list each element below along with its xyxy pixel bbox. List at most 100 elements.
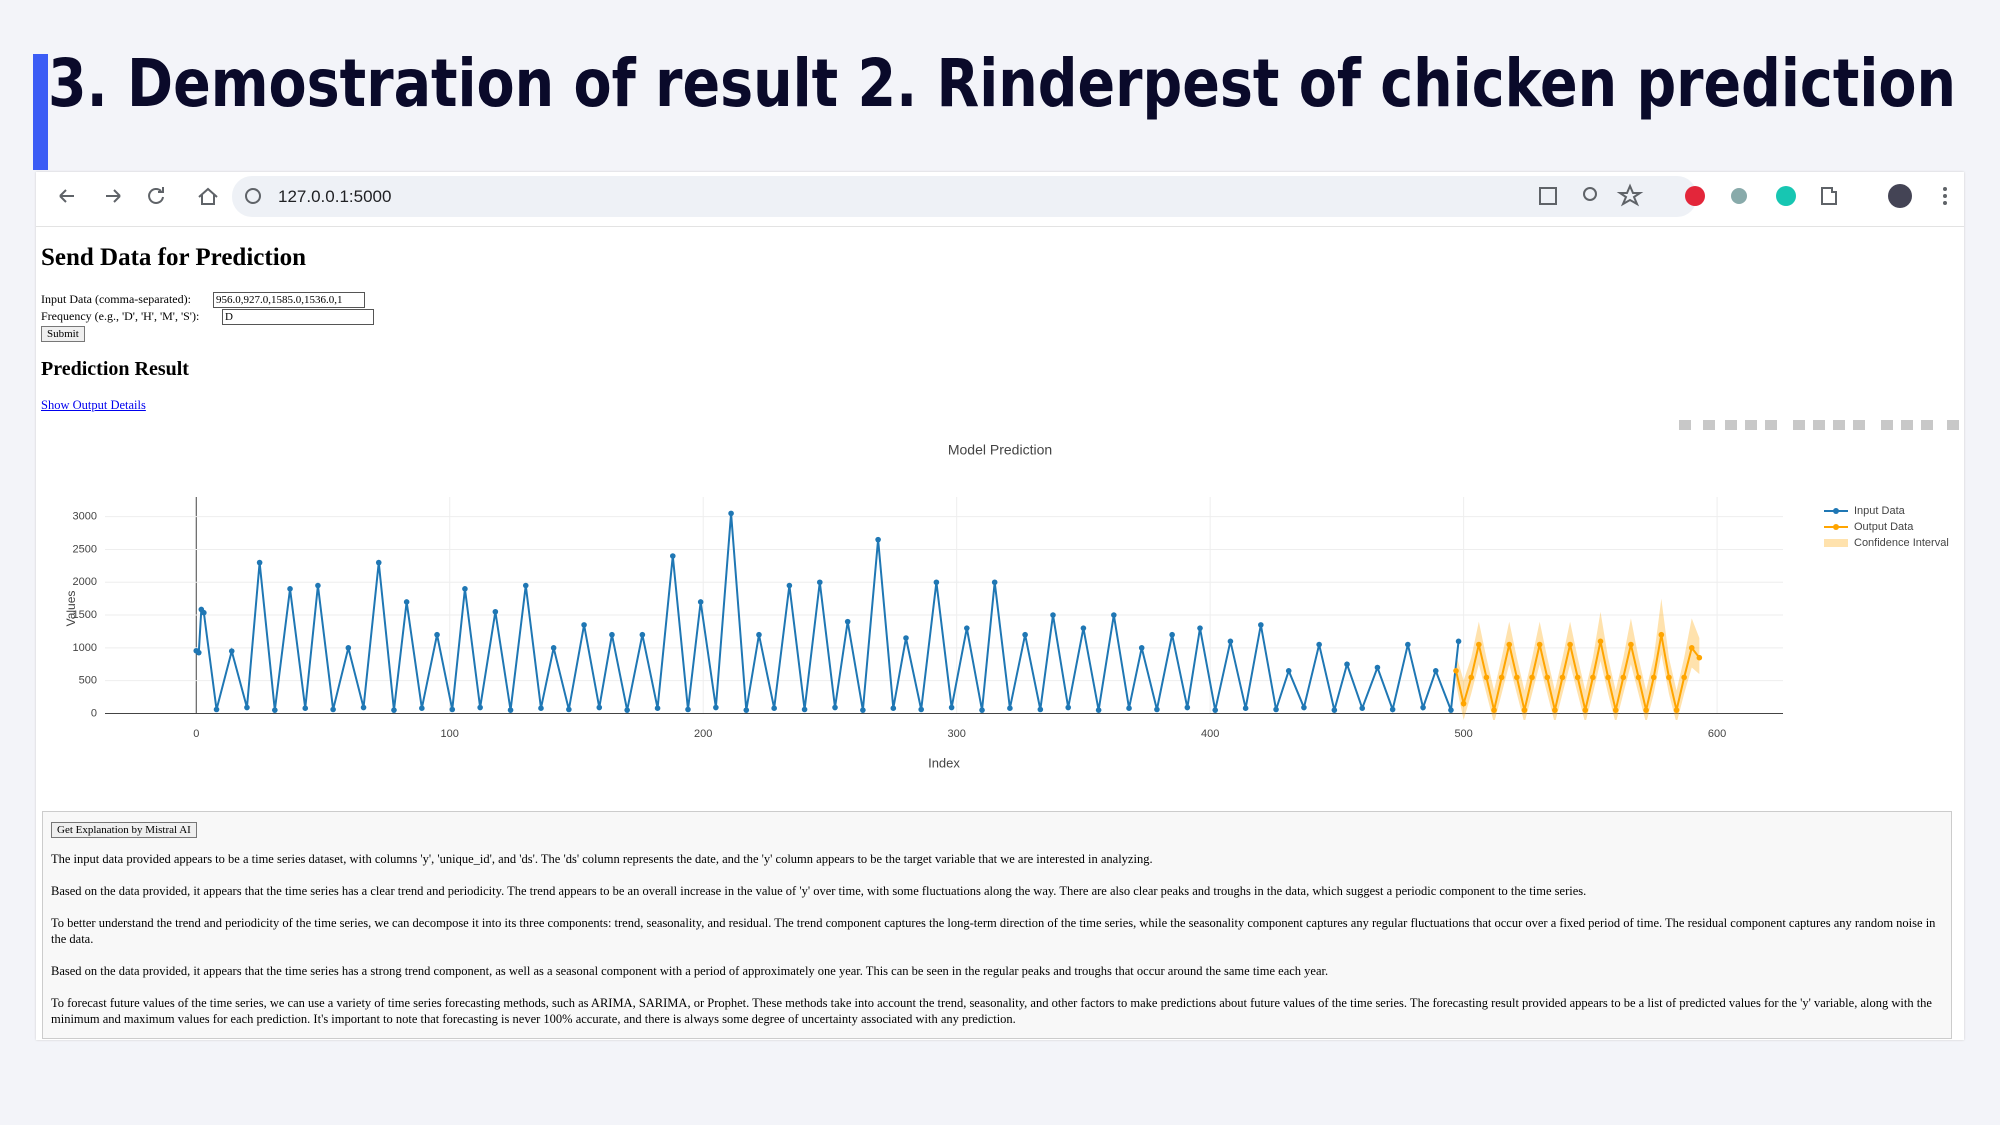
- data-point: [890, 705, 897, 711]
- data-point: [1184, 704, 1191, 711]
- data-point: [1635, 674, 1642, 681]
- abp-icon[interactable]: [1685, 186, 1705, 206]
- legend-label: Input Data: [1854, 505, 1906, 517]
- back-icon[interactable]: [59, 189, 74, 203]
- data-point: [492, 608, 499, 615]
- data-point: [302, 705, 309, 711]
- data-point: [1316, 641, 1322, 648]
- data-point: [844, 618, 851, 625]
- ext-icon[interactable]: [1776, 186, 1796, 206]
- data-point: [1080, 625, 1087, 631]
- data-point: [1374, 664, 1381, 671]
- data-point: [1696, 654, 1703, 661]
- data-point: [816, 579, 823, 586]
- paragraph: Based on the data provided, it appears t…: [51, 884, 1587, 898]
- paragraph: To better understand the trend and perio…: [51, 916, 1936, 946]
- data-point: [1050, 612, 1056, 618]
- y-tick-label: 2000: [73, 576, 97, 588]
- explain-button[interactable]: Get Explanation by Mistral AI: [51, 822, 197, 838]
- data-point: [1612, 707, 1619, 713]
- data-point: [507, 707, 514, 713]
- data-point: [964, 625, 970, 631]
- data-point: [596, 704, 603, 711]
- data-point: [1285, 668, 1292, 674]
- data-point: [1688, 645, 1695, 651]
- x-tick-label: 500: [1454, 728, 1472, 740]
- chart-title: Model Prediction: [948, 442, 1052, 458]
- data-point: [801, 706, 808, 713]
- modebar: [1679, 420, 1959, 430]
- data-point: [1448, 707, 1454, 713]
- site-info-icon[interactable]: [245, 188, 261, 204]
- data-point: [1389, 706, 1396, 713]
- data-point: [624, 707, 630, 713]
- explanation-box: Get Explanation by Mistral AI The input …: [42, 811, 1952, 1039]
- data-point: [743, 707, 750, 713]
- freq-field[interactable]: D: [222, 309, 374, 325]
- data-point: [756, 631, 762, 638]
- url[interactable]: 127.0.0.1:5000: [278, 187, 392, 206]
- profile-icon[interactable]: [1888, 184, 1912, 208]
- data-point: [477, 704, 483, 711]
- data-point: [375, 559, 382, 566]
- data-point: [566, 706, 572, 713]
- data-point: [1582, 707, 1589, 713]
- accent-bar: [33, 54, 48, 170]
- data-point: [713, 704, 719, 711]
- forward-icon[interactable]: [106, 189, 121, 203]
- data-point: [1227, 638, 1234, 645]
- data-point: [669, 553, 676, 559]
- data-point: [213, 706, 220, 713]
- address-bar[interactable]: [232, 176, 1697, 217]
- home-icon[interactable]: [198, 187, 218, 205]
- bookmark-icon[interactable]: [1616, 183, 1644, 207]
- data-point: [728, 510, 734, 517]
- paragraph: To forecast future values of the time se…: [51, 996, 1932, 1026]
- data-point: [434, 631, 440, 638]
- data-point: [639, 631, 646, 638]
- input-field[interactable]: 956.0,927.0,1585.0,1536.0,1: [213, 292, 365, 308]
- data-point: [654, 705, 661, 711]
- y-tick-label: 500: [79, 675, 97, 687]
- data-point: [330, 706, 336, 713]
- data-point: [697, 599, 704, 605]
- data-point: [315, 582, 321, 589]
- x-axis-title: Index: [928, 755, 960, 770]
- chart: Model Prediction 0 100 200 300 400 500 600 0 500 1…: [64, 420, 1959, 770]
- translate-icon[interactable]: [1539, 187, 1557, 205]
- data-point: [1681, 674, 1687, 681]
- extensions-icon[interactable]: [1821, 187, 1837, 205]
- toolbar-icons: [59, 176, 1947, 217]
- data-point: [933, 579, 940, 586]
- data-point: [1544, 674, 1551, 681]
- data-point: [550, 645, 557, 651]
- data-point: [1650, 674, 1657, 681]
- data-point: [1559, 674, 1566, 681]
- data-point: [1468, 674, 1475, 681]
- y-tick-label: 0: [91, 707, 97, 719]
- data-point: [228, 648, 235, 654]
- output-link[interactable]: Show Output Details: [41, 398, 146, 412]
- y-tick-label: 3000: [73, 511, 97, 523]
- data-point: [1567, 641, 1573, 648]
- submit-button[interactable]: Submit: [41, 326, 85, 342]
- zoom-icon[interactable]: [1583, 187, 1597, 201]
- y-axis-title: Values: [64, 591, 78, 627]
- data-point: [1455, 638, 1462, 645]
- data-point: [948, 704, 955, 711]
- reload-icon[interactable]: [148, 187, 164, 204]
- data-point: [1453, 668, 1459, 674]
- data-point: [1258, 622, 1264, 628]
- ext-icon[interactable]: [1731, 188, 1747, 204]
- plot-area: [193, 510, 1703, 720]
- data-point: [272, 707, 278, 713]
- data-point: [979, 707, 985, 713]
- data-point: [1432, 668, 1439, 674]
- x-tick-label: 600: [1708, 728, 1726, 740]
- data-point: [1301, 704, 1307, 711]
- data-point: [1344, 661, 1350, 668]
- data-point: [391, 707, 397, 713]
- data-point: [1491, 707, 1497, 713]
- data-point: [360, 704, 367, 711]
